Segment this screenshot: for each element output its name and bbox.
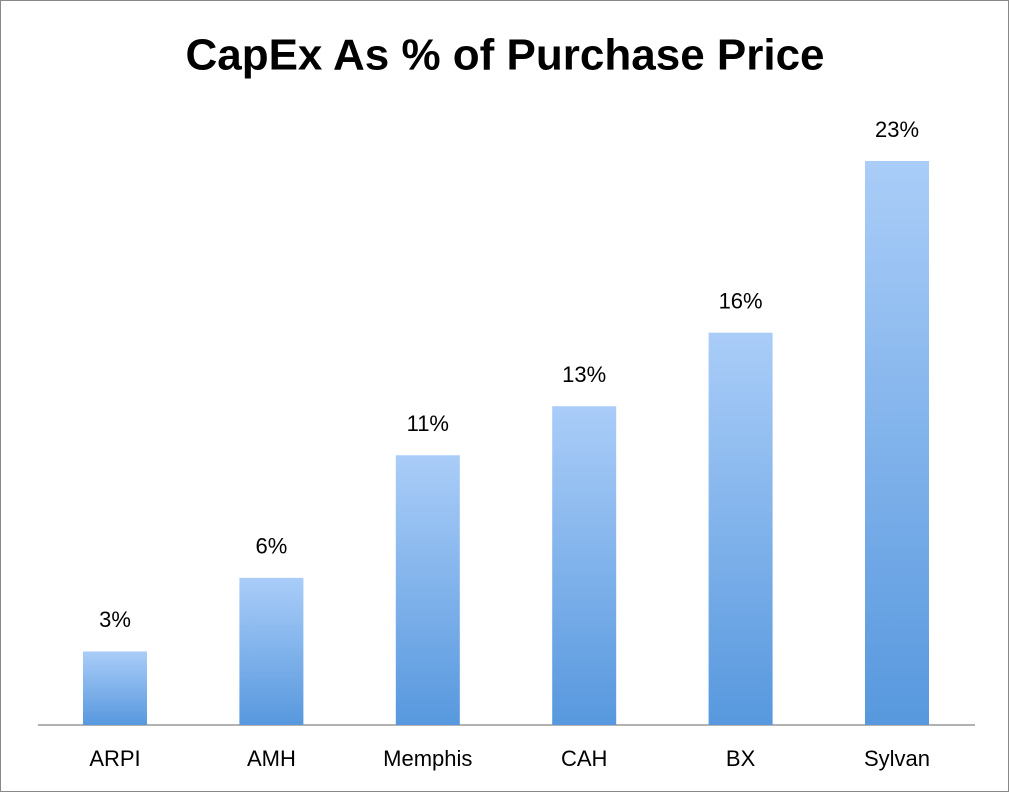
x-tick-label: BX [726, 746, 756, 771]
bar [865, 161, 929, 725]
value-label: 23% [875, 117, 919, 142]
value-label: 16% [719, 288, 763, 313]
chart-title: CapEx As % of Purchase Price [185, 31, 824, 80]
x-tick-label: CAH [561, 746, 607, 771]
value-label: 13% [562, 362, 606, 387]
x-tick-label: Sylvan [864, 746, 930, 771]
x-tick-label: Memphis [383, 746, 472, 771]
value-label: 3% [99, 607, 131, 632]
bar [395, 455, 460, 725]
bar [552, 406, 617, 725]
x-tick-label: AMH [247, 746, 296, 771]
x-tick-label: ARPI [89, 746, 140, 771]
value-label: 11% [407, 411, 449, 436]
bar [239, 577, 304, 725]
value-label: 6% [256, 534, 288, 559]
bar [83, 651, 147, 725]
bar [708, 332, 773, 725]
